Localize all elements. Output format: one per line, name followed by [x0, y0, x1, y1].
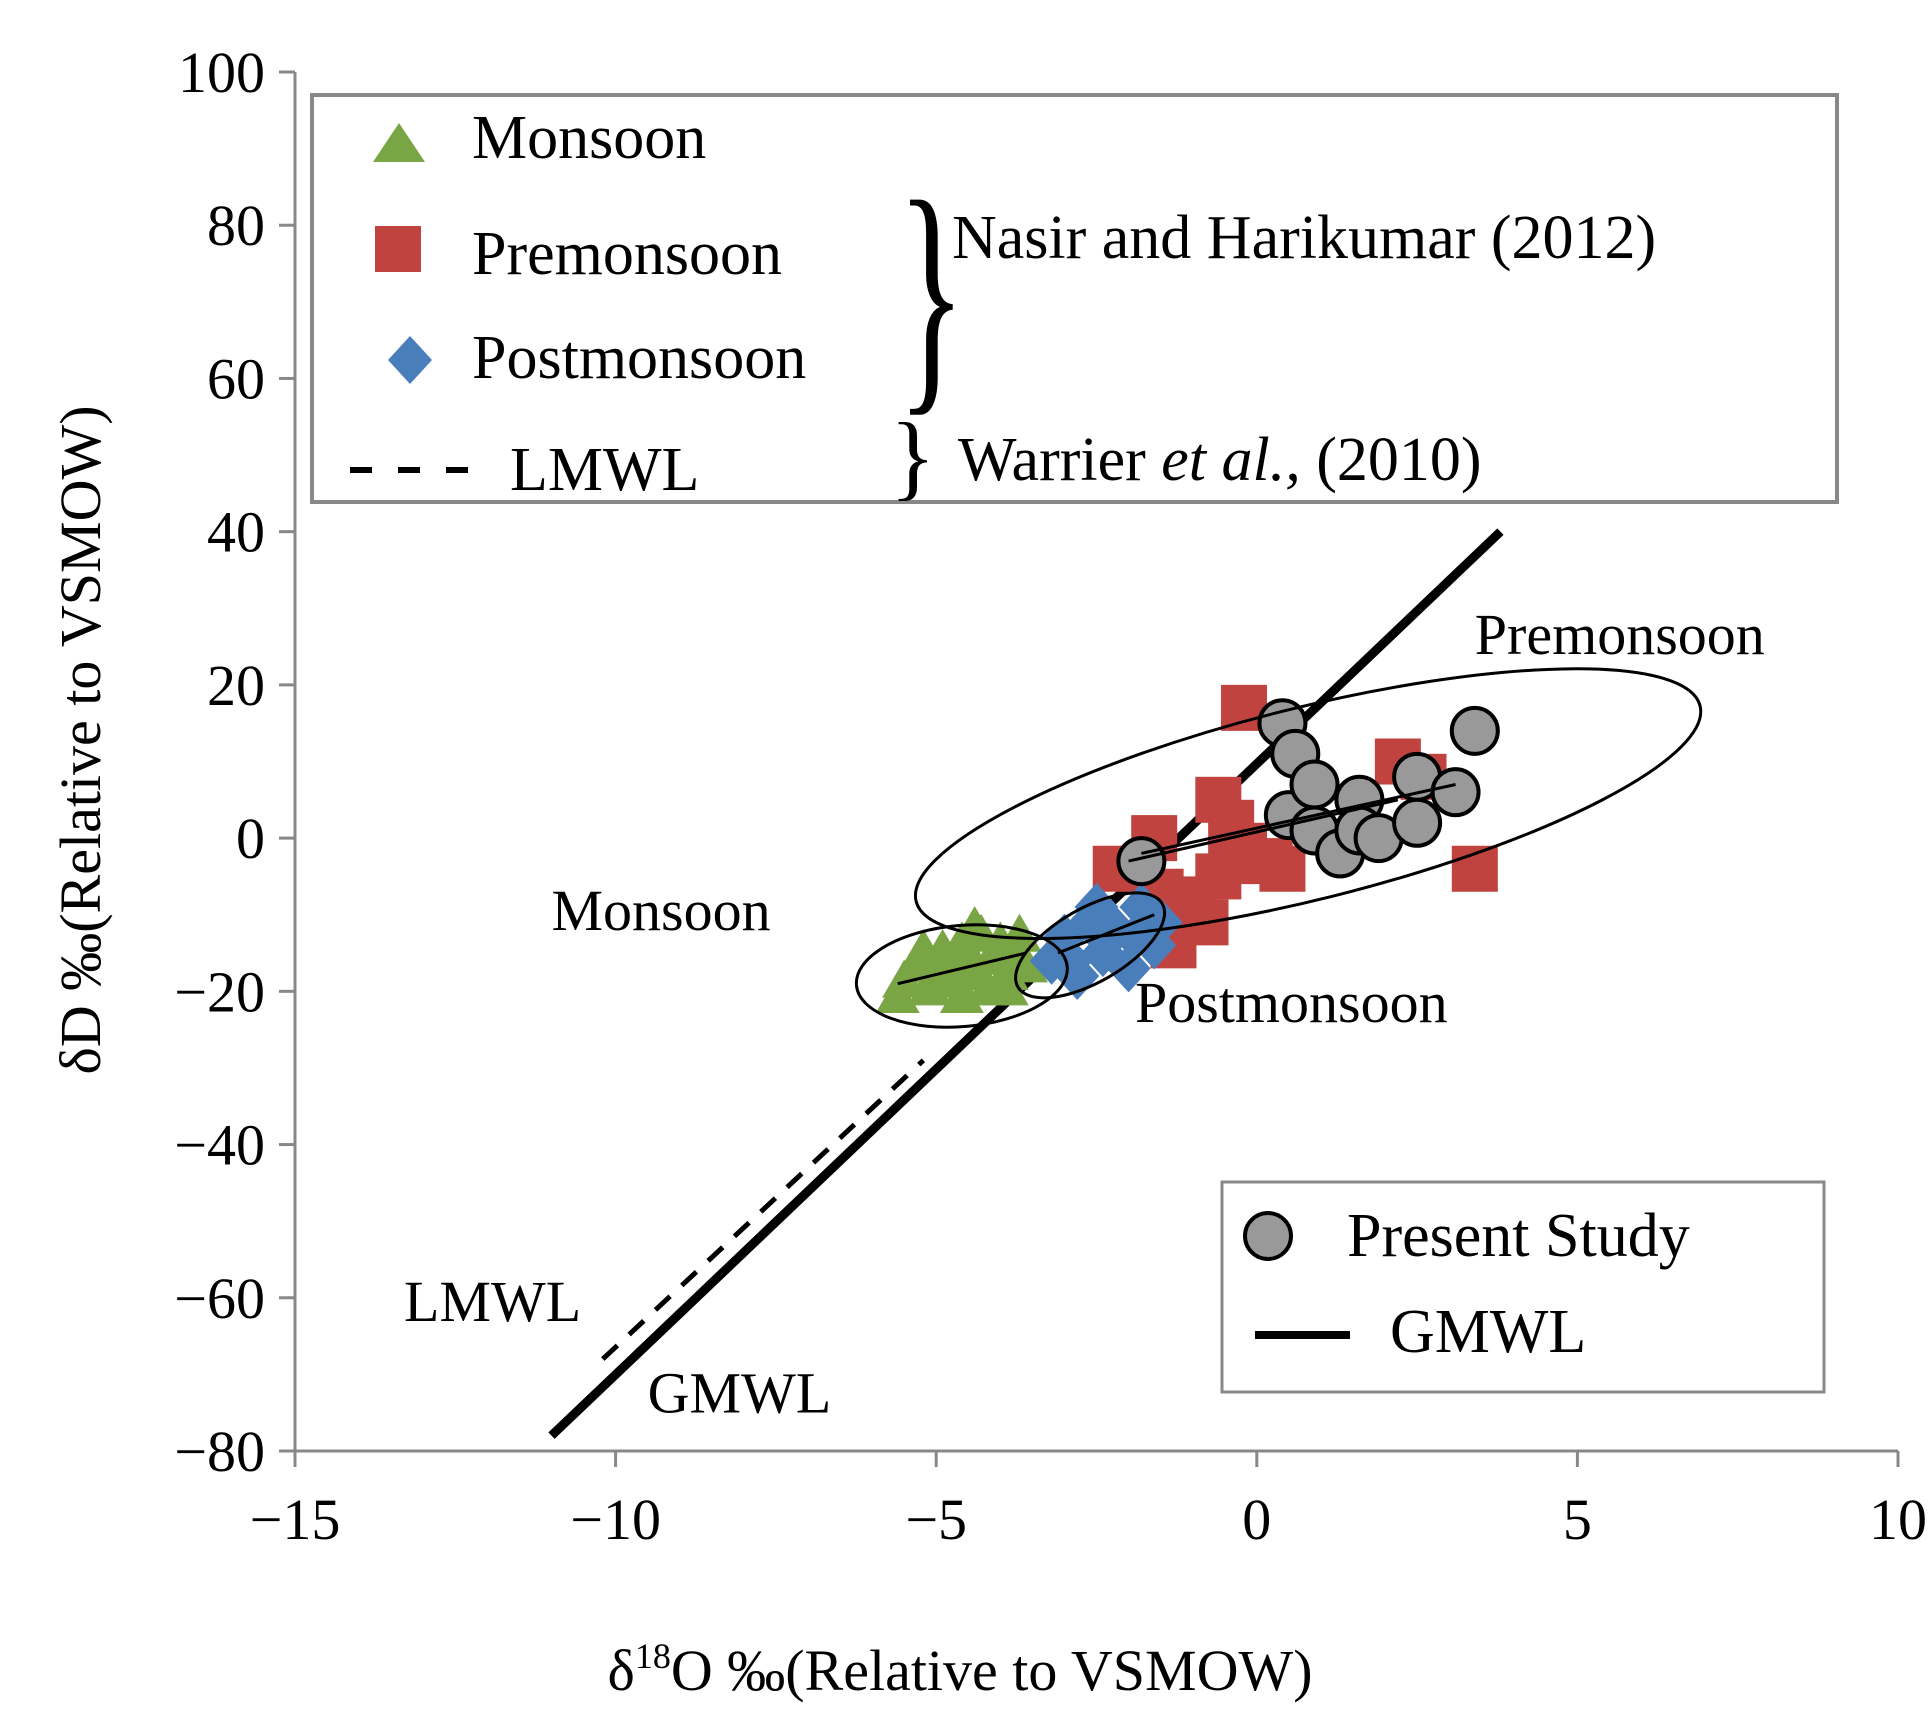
source-warrier-em: et al., [1161, 426, 1300, 494]
monsoon-point [901, 929, 946, 968]
monsoon-point [997, 913, 1042, 952]
monsoon-annotation: Monsoon [551, 878, 770, 943]
legend-present-study-marker [1243, 1211, 1293, 1261]
cluster-ellipses [854, 667, 1703, 1029]
postmonsoon-trend-line [1057, 913, 1155, 955]
gmwl-line [548, 528, 1504, 1439]
tick-labels: −15 −10 −5 0 5 10 −80 −60 −40 −20 0 20 40 60 80 100 [174, 40, 1927, 1552]
x-axis-delta: δ [607, 1638, 634, 1703]
postmonsoon-annotation: Postmonsoon [1135, 970, 1448, 1035]
present-study-point [1116, 836, 1167, 887]
legend-bottom-frame [1220, 1180, 1826, 1394]
legend-monsoon-label: Monsoon [472, 104, 706, 172]
legend-present-study-label: Present Study [1347, 1202, 1690, 1270]
y-axis-title: δD ‰(Relative to VSMOW) [48, 405, 113, 1074]
source-warrier: Warrier et al., (2010) [958, 426, 1482, 494]
y-tick-label: 80 [207, 193, 265, 258]
y-tick-label: 100 [178, 40, 265, 105]
x-tick-label: −10 [570, 1487, 661, 1552]
legend-lmwl-label: LMWL [510, 436, 699, 504]
source-warrier-b: (2010) [1301, 426, 1482, 494]
x-axis-rest: O ‰(Relative to VSMOW) [671, 1638, 1313, 1703]
premonsoon-ellipse [913, 667, 1703, 940]
present-study-point [1449, 705, 1500, 756]
y-tick-label: 0 [236, 806, 265, 871]
monsoon-point [939, 974, 984, 1013]
lmwl-line [601, 1058, 926, 1361]
premonsoon-trend-line [1128, 798, 1399, 863]
x-tick-label: 0 [1242, 1487, 1271, 1552]
x-tick-label: 10 [1869, 1487, 1927, 1552]
warrier-brace: } [890, 403, 936, 509]
lmwl-annotation: LMWL [404, 1269, 581, 1334]
legend-premonsoon-marker [375, 226, 421, 272]
postmonsoon-ellipse [1014, 891, 1167, 1000]
monsoon-point [984, 967, 1029, 1006]
legend-postmonsoon-label: Postmonsoon [472, 324, 806, 392]
legend-monsoon-marker [373, 123, 425, 162]
y-tick-label: 60 [207, 346, 265, 411]
y-tick-label: −60 [174, 1266, 265, 1331]
legend-bottom: Present Study GMWL [1220, 1180, 1826, 1394]
source-warrier-a: Warrier [958, 426, 1161, 494]
axes [279, 70, 1900, 1467]
present-study-point [1392, 797, 1443, 848]
premonsoon-point [1259, 845, 1306, 892]
monsoon-trend-line [897, 951, 1027, 986]
annotations: Premonsoon Monsoon Postmonsoon LMWL GMWL [404, 602, 1765, 1425]
source-nasir: Nasir and Harikumar (2012) [952, 204, 1656, 272]
y-tick-label: −20 [174, 959, 265, 1024]
x-tick-label: −15 [250, 1487, 341, 1552]
premonsoon-annotation: Premonsoon [1475, 602, 1765, 667]
legend-gmwl-label: GMWL [1390, 1298, 1586, 1366]
present-study-point [1289, 759, 1340, 810]
gmwl-annotation: GMWL [648, 1361, 832, 1426]
postmonsoon-point [1074, 883, 1119, 932]
present-study-point [1430, 767, 1481, 818]
y-tick-label: 40 [207, 500, 265, 565]
y-tick-label: −80 [174, 1419, 265, 1484]
reference-lines [548, 528, 1504, 1439]
legend-premonsoon-label: Premonsoon [472, 220, 782, 288]
y-tick-label: 20 [207, 653, 265, 718]
legend-top: Monsoon Premonsoon Postmonsoon LMWL } Na… [310, 93, 1839, 509]
x-tick-label: −5 [905, 1487, 967, 1552]
x-axis-superscript: 18 [635, 1636, 671, 1676]
nasir-brace: } [897, 150, 966, 437]
x-tick-label: 5 [1563, 1487, 1592, 1552]
legend-top-frame [310, 93, 1839, 504]
monsoon-ellipse [854, 923, 1069, 1029]
y-tick-label: −40 [174, 1113, 265, 1178]
legend-postmonsoon-marker [388, 336, 432, 384]
trend-lines [897, 783, 1456, 986]
present-study-trend-line [1141, 783, 1456, 855]
x-axis-title: δ18O ‰(Relative to VSMOW) [607, 1636, 1312, 1703]
